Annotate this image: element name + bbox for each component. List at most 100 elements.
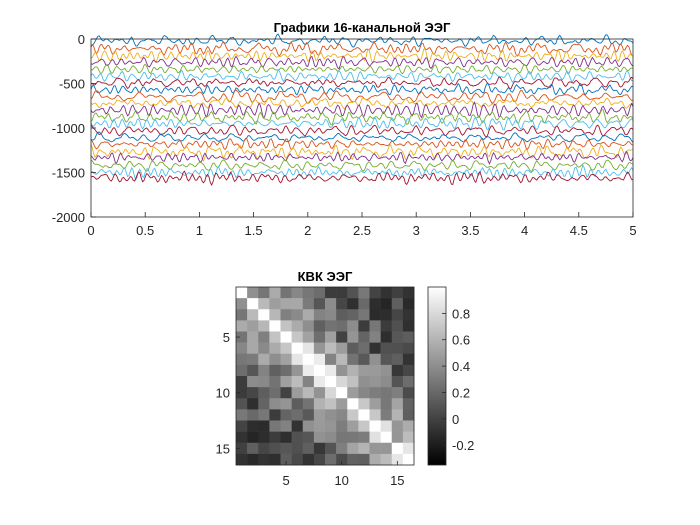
heatmap-cell [347,409,359,421]
colorbar-ticks: 0.8 0.6 0.4 0.2 0 -0.2 [442,306,474,453]
eeg-channel-13 [90,116,634,131]
heatmap-cell [402,298,415,310]
heatmap-cell [369,353,381,366]
heatmap-cell [269,442,281,455]
heatmap-cell [280,320,292,332]
heatmap-cell [247,342,259,355]
heatmap-cell [258,331,270,343]
heatmap-cell [291,431,304,444]
heatmap-cell [391,431,404,444]
heatmap-cell [247,387,259,399]
heatmap-cell [380,364,393,377]
heatmap-cell [236,431,248,444]
heatmap-cell [336,331,348,343]
heatmap-cell [380,420,393,432]
heatmap-cell [336,453,348,466]
heatmap-cell [302,298,315,310]
heatmap-cell [358,376,370,388]
heatmap-cell [313,431,326,444]
heatmap-cell [291,309,304,321]
heatmap-cell [369,320,381,332]
heatmap-x-tick-label: 5 [282,473,289,488]
heatmap-cell [247,442,259,455]
heatmap-cell [391,364,404,377]
heatmap-cell [313,420,326,432]
heatmap-cell [280,420,292,432]
heatmap-cell [347,387,359,399]
colorbar-tick-label: 0.6 [452,333,470,348]
eeg-channel-6 [90,69,634,84]
eeg-x-tick-label: 3 [413,223,420,238]
heatmap-cell [313,331,326,343]
heatmap-cell [402,398,415,410]
eeg-channel-12 [90,109,634,126]
heatmap-cell [380,376,393,388]
heatmap-x-tick-label: 10 [334,473,348,488]
eeg-x-tick-label: 0 [87,223,94,238]
heatmap-cell [402,453,415,466]
heatmap-cell [291,409,304,421]
heatmap-cell [313,453,326,466]
eeg-y-tick-label: -1000 [52,121,85,136]
heatmap-cell [313,398,326,410]
heatmap-cell [236,398,248,410]
heatmap-cell [369,342,381,355]
heatmap-y-tick-label: 15 [216,441,230,456]
heatmap-cell [236,442,248,455]
heatmap-cell [336,442,348,455]
heatmap-cell [325,376,337,388]
heatmap-cell [302,320,315,332]
heatmap-cell [336,387,348,399]
eeg-x-tick-label: 1 [196,223,203,238]
heatmap-cell [269,320,281,332]
eeg-channel-20 [90,164,634,182]
heatmap-cell [369,309,381,321]
eeg-x-tick-label: 2 [304,223,311,238]
heatmap-cell [325,353,337,366]
eeg-channel-4 [90,55,634,70]
heatmap-cell [291,331,304,343]
eeg-x-tick-label: 0.5 [136,223,154,238]
heatmap-x-tick-label: 15 [390,473,404,488]
heatmap-cell [258,420,270,432]
heatmap-cell [269,331,281,343]
heatmap-cell [258,298,270,310]
heatmap-cell [336,353,348,366]
heatmap-cell [280,442,292,455]
heatmap-cell [291,287,304,299]
colorbar: 0.8 0.6 0.4 0.2 0 -0.2 [427,286,474,466]
heatmap-cell [313,298,326,310]
heatmap-cell [358,331,370,343]
heatmap-cell [380,320,393,332]
heatmap-cell [258,287,270,299]
heatmap-cell [313,309,326,321]
heatmap-cell [402,309,415,321]
heatmap-cell [236,298,248,310]
eeg-channel-3 [90,47,634,64]
heatmap-cell [236,376,248,388]
correlation-heatmap: КВК ЭЭГ 5 10 15 5 10 15 [216,269,415,488]
heatmap-cell [336,309,348,321]
heatmap-cell [258,387,270,399]
heatmap-cell [236,287,248,299]
heatmap-cell [247,376,259,388]
heatmap-cell [247,420,259,432]
heatmap-cell [280,431,292,444]
heatmap-cell [391,442,404,455]
heatmap-cell [369,409,381,421]
eeg-y-ticks: 0 -500 -1000 -1500 -2000 [52,32,96,225]
eeg-x-tick-label: 1.5 [245,223,263,238]
heatmap-cell [402,364,415,377]
heatmap-cell [313,364,326,377]
heatmap-cell [280,387,292,399]
heatmap-cell [236,453,248,466]
heatmap-cell [280,342,292,355]
heatmap-cell [358,287,370,299]
eeg-y-tick-label: 0 [78,32,85,47]
heatmap-cell [336,287,348,299]
heatmap-cell [380,453,393,466]
eeg-channel-5 [90,63,634,75]
heatmap-cell [347,320,359,332]
colorbar-box [427,286,447,466]
heatmap-cell [302,453,315,466]
